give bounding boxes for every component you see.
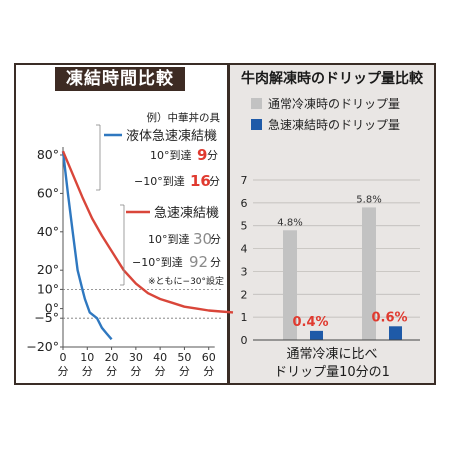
left-x-tick-label: 60 (202, 351, 216, 364)
right-y-tick-label: 6 (241, 197, 248, 210)
quick-callout: 急速凍結機 10°到達 30 分 −10°到達 92 分 ※ともに−30°設定 (120, 204, 224, 287)
series-line-quick (61, 150, 234, 314)
bar-quick-label: 0.4% (292, 315, 328, 330)
left-axes (62, 147, 215, 348)
panel-divider (227, 63, 230, 385)
left-y-tick-label: −5° (34, 310, 59, 325)
right-y-ticks: 0 1 2 3 4 5 6 7 (241, 174, 248, 347)
left-x-tick-unit: 分 (130, 365, 141, 378)
legend-blue-label: 急速凍結時のドリップ量 (268, 117, 400, 132)
left-x-tick-unit: 分 (58, 365, 69, 378)
right-y-tick-label: 1 (241, 311, 248, 324)
left-y-tick-label: −20° (26, 339, 59, 354)
legend-gray-label: 通常冷凍時のドリップ量 (268, 97, 400, 111)
left-x-tick-unit: 分 (203, 365, 214, 378)
legend-blue-swatch (251, 119, 262, 130)
left-y-ticks: 80° 60° 40° 20° 10° 0°−5° −20° (26, 147, 63, 354)
left-y-tick-label: 80° (37, 147, 59, 162)
setting-note: ※ともに−30°設定 (148, 275, 224, 287)
right-y-tick-label: 2 (241, 288, 248, 301)
left-x-tick-label: 20 (105, 351, 119, 364)
quick-row2-prefix: −10°到達 (132, 256, 183, 269)
left-x-tick-label: 10 (80, 351, 94, 364)
bar-normal-1 (362, 207, 376, 340)
bar-normal-label: 4.8% (277, 217, 302, 228)
liquid-row2-value: 16 (190, 172, 211, 190)
right-grid (253, 179, 420, 318)
liquid-row2-prefix: −10°到達 (134, 175, 185, 188)
bar-quick-label: 0.6% (371, 310, 407, 325)
left-y-tick-label: 0° (45, 301, 59, 316)
left-y-tick-label: 60° (37, 185, 59, 200)
right-legend: 通常冷凍時のドリップ量 急速凍結時のドリップ量 (251, 97, 400, 132)
left-chart-title: 凍結時間比較 (55, 67, 185, 91)
right-chart-title: 牛肉解凍時のドリップ量比較 (241, 71, 423, 87)
right-bar-labels: 4.8% 0.4% 5.8% 0.6% (277, 194, 407, 329)
left-series (61, 150, 234, 341)
quick-label: 急速凍結機 (154, 205, 219, 221)
series-line-liquid (61, 151, 113, 341)
legend-gray-swatch (251, 98, 262, 109)
left-x-tick-unit: 分 (179, 365, 190, 378)
quick-row1-prefix: 10°到達 (148, 233, 190, 246)
liquid-callout: 例）中華丼の具 液体急速凍結機 10°到達 9 分 −10°到達 16 分 (96, 111, 221, 191)
right-y-tick-label: 5 (241, 220, 248, 233)
bar-normal-0 (283, 230, 297, 340)
quick-row1-unit: 分 (210, 233, 221, 246)
left-x-tick-unit: 分 (82, 365, 93, 378)
left-x-tick-unit: 分 (155, 365, 166, 378)
liquid-row1-unit: 分 (207, 149, 218, 162)
footer-line1: 通常冷凍に比べ (286, 347, 378, 362)
left-x-tick-unit: 分 (106, 365, 117, 378)
liquid-row1-value: 9 (197, 146, 207, 164)
bar-quick-1 (389, 326, 402, 340)
left-y-tick-label: 40° (37, 224, 59, 239)
left-x-tick-label: 30 (129, 351, 143, 364)
bar-normal-label: 5.8% (356, 194, 381, 205)
bar-quick-0 (310, 330, 323, 340)
right-bars (283, 207, 402, 340)
right-y-tick-label: 7 (241, 174, 248, 187)
right-y-tick-label: 4 (241, 243, 248, 256)
quick-row2-unit: 分 (210, 256, 221, 269)
left-dashed-lines (63, 288, 222, 319)
liquid-label: 液体急速凍結機 (126, 128, 217, 144)
right-y-tick-label: 3 (241, 265, 248, 278)
quick-row1-value: 30 (193, 230, 212, 248)
left-x-tick-label: 0 (60, 351, 67, 364)
left-y-tick-label: 10° (37, 281, 59, 296)
left-x-tick-label: 40 (153, 351, 167, 364)
quick-row2-value: 92 (189, 253, 208, 271)
left-panel (16, 65, 227, 383)
left-x-tick-label: 50 (177, 351, 191, 364)
example-label: 例）中華丼の具 (147, 111, 221, 124)
liquid-row2-unit: 分 (209, 175, 220, 188)
liquid-row1-prefix: 10°到達 (150, 149, 192, 162)
right-y-tick-label: 0 (241, 334, 248, 347)
footer-line2: ドリップ量10分の1 (274, 365, 390, 380)
left-y-tick-label: 20° (37, 262, 59, 277)
